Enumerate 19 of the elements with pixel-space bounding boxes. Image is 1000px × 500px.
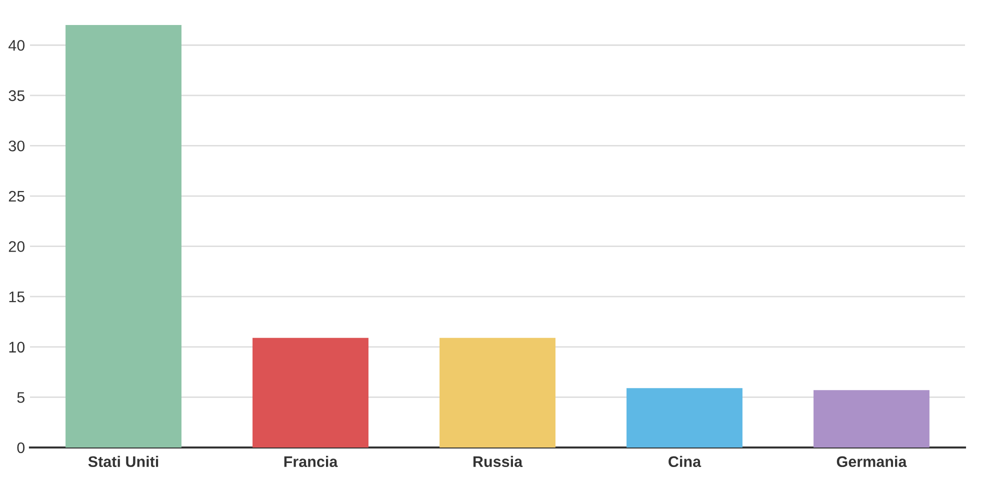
bar — [440, 338, 556, 448]
x-tick-label: Russia — [473, 456, 523, 468]
y-tick-label: 5 — [17, 392, 24, 403]
y-tick-label: 10 — [9, 342, 25, 353]
bar — [252, 338, 368, 448]
y-tick-label: 25 — [8, 190, 24, 202]
y-tick-label: 15 — [9, 292, 24, 302]
y-tick-label: 35 — [8, 90, 24, 102]
x-tick-label: Germania — [836, 456, 907, 468]
y-tick-label: 40 — [8, 40, 25, 51]
y-tick-label: 20 — [8, 241, 25, 252]
y-tick-label: 30 — [8, 140, 25, 152]
y-tick-label: 0 — [17, 442, 25, 454]
bar — [814, 390, 930, 448]
bar — [66, 25, 182, 448]
x-tick-label: Stati Uniti — [88, 456, 158, 468]
x-tick-label: Cina — [668, 456, 702, 468]
x-tick-label: Francia — [284, 456, 338, 468]
bar — [626, 388, 742, 448]
